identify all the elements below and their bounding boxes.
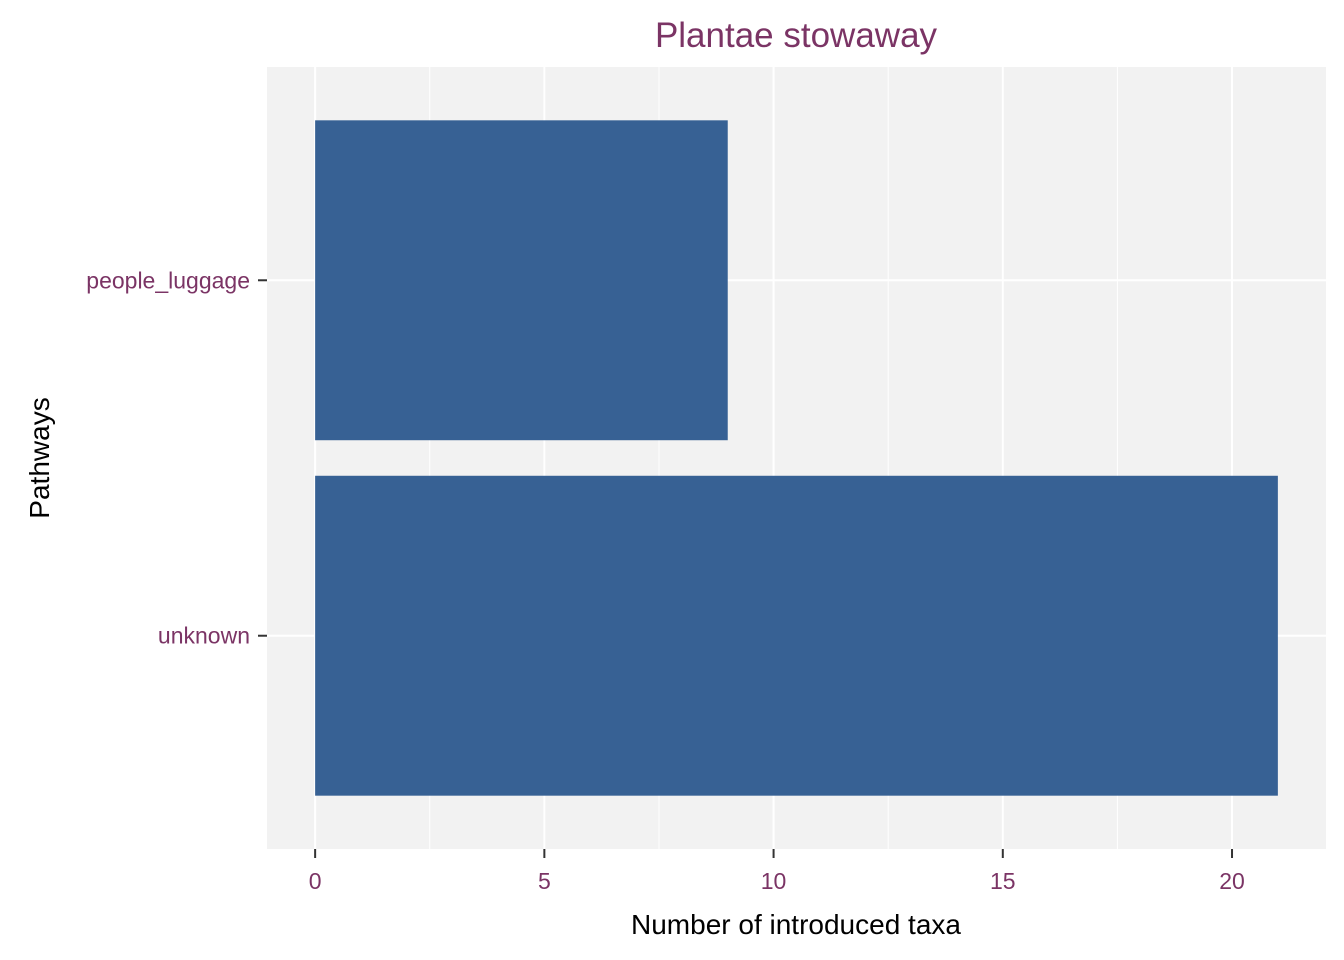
x-tick-label: 20 [1219, 868, 1245, 894]
x-axis-title: Number of introduced taxa [631, 909, 961, 940]
y-tick-label: people_luggage [86, 267, 250, 293]
x-tick-label: 15 [990, 868, 1016, 894]
x-axis-ticks: 0 5 10 15 20 [309, 849, 1245, 894]
bar-unknown [315, 475, 1278, 796]
chart-title: Plantae stowaway [655, 16, 938, 55]
y-axis-title: Pathways [24, 397, 55, 518]
x-tick-label: 0 [309, 868, 322, 894]
bars [315, 120, 1278, 796]
bar-people-luggage [315, 120, 728, 441]
x-tick-label: 10 [761, 868, 787, 894]
y-tick-label: unknown [158, 623, 250, 649]
x-tick-label: 5 [538, 868, 551, 894]
